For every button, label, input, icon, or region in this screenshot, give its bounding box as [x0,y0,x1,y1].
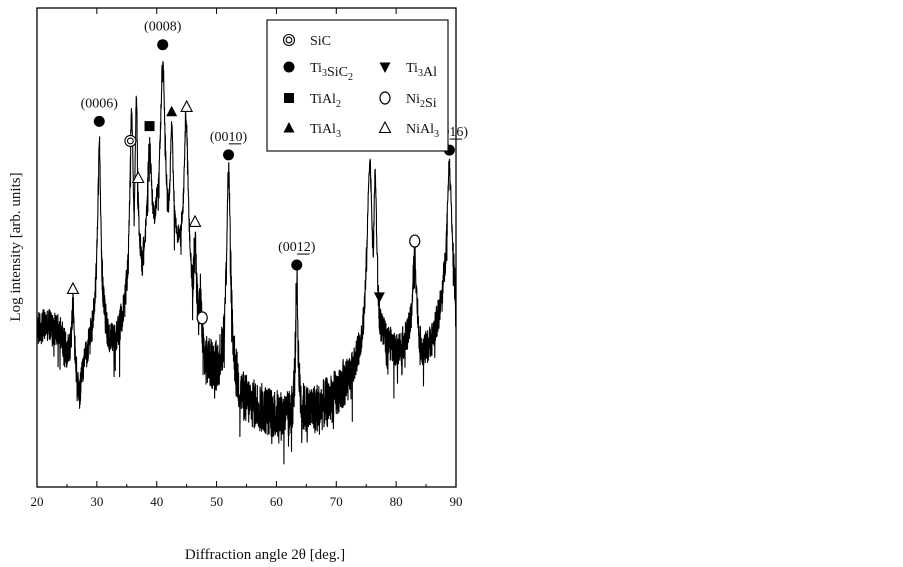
peak-label: (0008) [144,20,182,35]
legend-symbol [282,33,296,47]
x-tick-label: 50 [210,494,223,509]
legend-label: Ti3SiC2 [310,61,353,83]
marker-sic [124,134,137,147]
x-axis: 20 30 40 50 60 70 80 90 [31,8,463,509]
marker-nial3 [66,281,80,295]
marker-ni2si [409,234,421,248]
legend-item-nial3: NiAl3 [378,120,439,140]
series-group [36,61,457,465]
legend: SiC Ti3SiC2 Ti3Al TiAl2 Ni2Si TiAl3 NiAl3 [266,19,449,152]
legend-label: NiAl3 [406,122,439,140]
legend-item-tial2: TiAl2 [284,92,341,110]
legend-symbol [378,120,392,134]
legend-label: Ti3Al [406,61,437,80]
peak-label: (0010) [210,130,248,145]
peak-label: (0006) [81,96,119,111]
marker-ti3sic2 [93,115,105,127]
legend-box [266,19,449,152]
x-tick-label: 40 [150,494,163,509]
marker-ti3sic2 [291,259,303,271]
legend-item-ni2si: Ni2Si [379,91,437,111]
legend-symbol [379,62,391,73]
x-tick-label: 80 [390,494,403,509]
x-tick-label: 20 [31,494,44,509]
legend-symbol [283,61,295,73]
marker-ti3sic2 [157,39,169,51]
x-tick-label: 90 [450,494,463,509]
legend-label: Ni2Si [406,92,437,111]
marker-nial3 [188,214,202,227]
marker-ni2si [196,311,208,325]
marker-ti3al [373,292,385,303]
marker-nial3 [180,99,194,113]
legend-symbol [284,93,294,103]
legend-item-ti3sic2: Ti3SiC2 [283,61,353,83]
peak-label: (0012) [278,240,316,255]
marker-tial3 [166,105,178,117]
marker-nial3 [131,170,145,184]
marker-tial2 [144,121,155,132]
marker-ti3sic2 [223,149,235,161]
legend-symbol [379,91,391,105]
legend-label: SiC [310,34,331,49]
x-tick-label: 60 [270,494,283,509]
legend-item-ti3al: Ti3Al [379,61,437,80]
legend-symbol [283,122,295,133]
legend-label: TiAl3 [310,122,341,140]
legend-item-tial3: TiAl3 [283,122,341,140]
legend-item-sic: SiC [282,33,331,49]
x-axis-title: Diffraction angle 2θ [deg.] [185,547,345,563]
y-axis-title: Log intensity [arb. units] [8,172,24,321]
diffraction-series-line [36,61,457,465]
legend-label: TiAl2 [310,92,341,110]
x-tick-label: 70 [330,494,343,509]
x-tick-label: 30 [90,494,103,509]
